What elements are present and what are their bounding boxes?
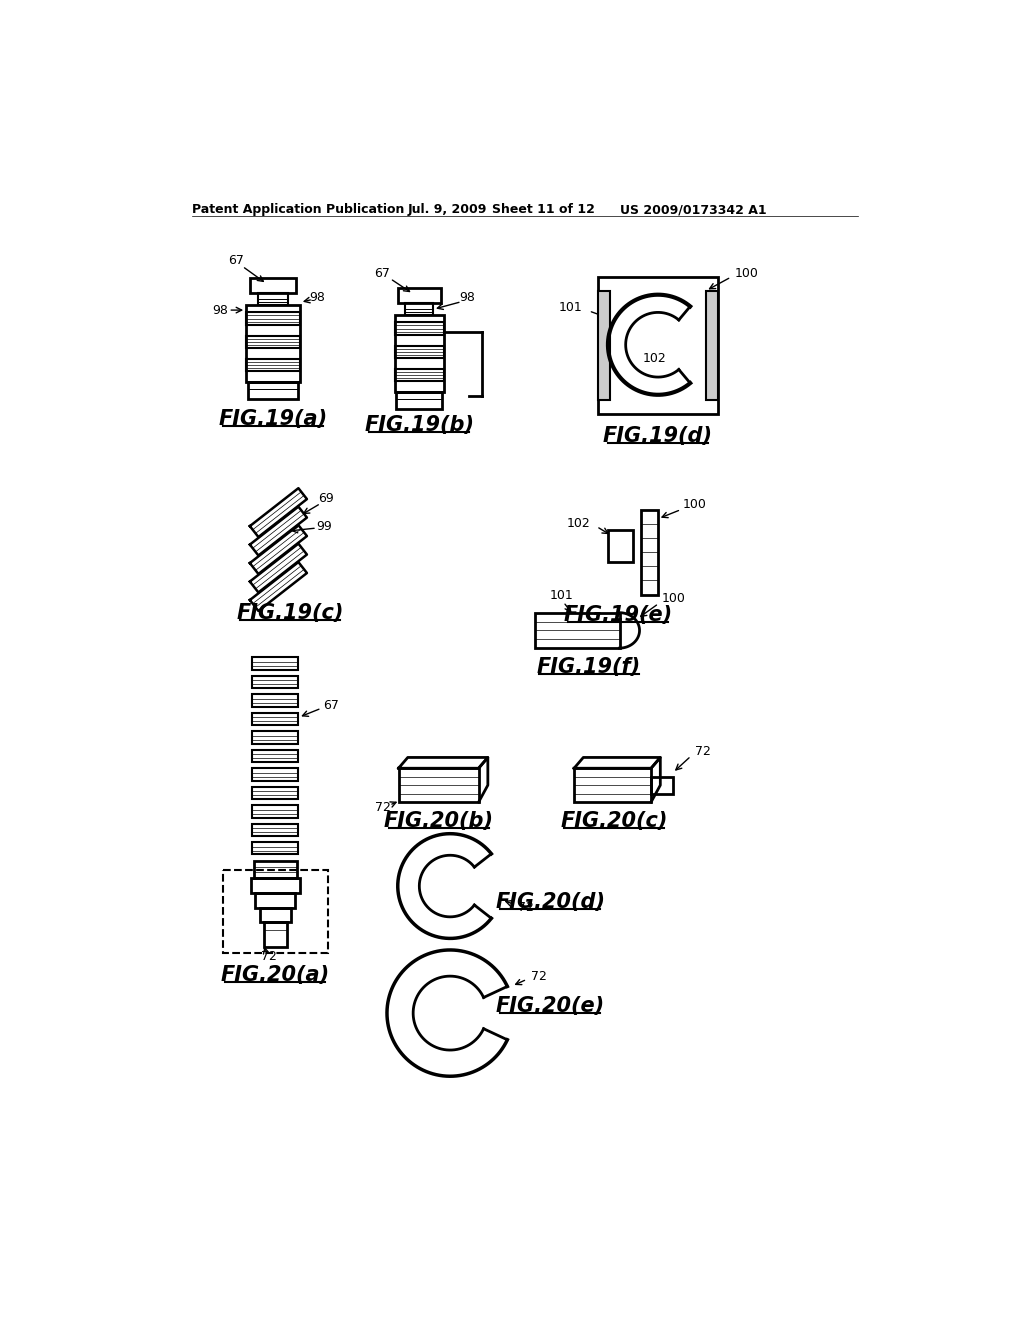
Bar (246, 305, 300, 381)
Text: FIG.20(b): FIG.20(b) (384, 812, 494, 832)
Bar (252, 657, 298, 669)
Text: 101: 101 (550, 589, 573, 602)
Text: Jul. 9, 2009: Jul. 9, 2009 (408, 203, 487, 216)
Text: FIG.20(c): FIG.20(c) (560, 812, 668, 832)
Text: FIG.19(a): FIG.19(a) (218, 409, 328, 429)
Text: 67: 67 (228, 255, 244, 268)
Bar (651, 777, 673, 795)
Bar (258, 293, 289, 305)
Bar (394, 346, 444, 358)
Bar (252, 676, 298, 688)
Text: 101: 101 (559, 301, 583, 314)
Text: 72: 72 (531, 970, 547, 982)
Bar (641, 511, 658, 595)
Text: 72: 72 (518, 902, 534, 915)
Text: 98: 98 (213, 304, 228, 317)
Text: FIG.20(d): FIG.20(d) (496, 892, 605, 912)
Bar (246, 313, 300, 325)
Bar (394, 314, 444, 392)
Bar (251, 878, 300, 892)
Text: 98: 98 (309, 290, 326, 304)
Bar (706, 290, 718, 400)
Bar (250, 277, 296, 293)
Text: FIG.20(a): FIG.20(a) (221, 965, 330, 985)
Text: 72: 72 (261, 950, 278, 964)
Bar (255, 892, 295, 908)
Bar (574, 768, 651, 803)
Bar (254, 861, 297, 878)
Text: US 2009/0173342 A1: US 2009/0173342 A1 (620, 203, 766, 216)
Text: 67: 67 (375, 268, 390, 280)
Bar (252, 768, 298, 780)
Bar (598, 290, 610, 400)
Bar (406, 304, 433, 314)
Text: 69: 69 (318, 492, 334, 506)
Bar (252, 731, 298, 743)
Bar (252, 805, 298, 817)
Bar (535, 612, 620, 648)
Bar (246, 359, 300, 371)
Text: FIG.19(c): FIG.19(c) (237, 603, 344, 623)
Text: 72: 72 (695, 744, 711, 758)
Bar (608, 529, 633, 562)
Text: FIG.19(e): FIG.19(e) (563, 605, 673, 624)
Text: 98: 98 (459, 290, 475, 304)
Text: 72: 72 (375, 801, 391, 814)
Bar (264, 923, 287, 946)
Text: 67: 67 (323, 698, 339, 711)
Text: FIG.20(e): FIG.20(e) (496, 997, 605, 1016)
Text: 100: 100 (683, 499, 707, 511)
Bar (252, 787, 298, 799)
Text: 100: 100 (735, 268, 759, 280)
Text: Patent Application Publication: Patent Application Publication (193, 203, 404, 216)
Bar (252, 750, 298, 762)
Bar (252, 824, 298, 836)
Bar (252, 713, 298, 725)
Text: 99: 99 (316, 520, 333, 533)
Bar (394, 368, 444, 381)
Bar (252, 694, 298, 706)
Text: 100: 100 (662, 593, 686, 606)
Bar (394, 322, 444, 335)
Bar (260, 908, 291, 923)
Text: FIG.19(b): FIG.19(b) (365, 414, 474, 434)
Bar (246, 335, 300, 348)
Bar (252, 842, 298, 854)
Text: 102: 102 (642, 352, 666, 366)
Bar (398, 768, 478, 803)
Text: FIG.19(d): FIG.19(d) (603, 425, 713, 446)
Bar (396, 392, 442, 409)
Bar (249, 381, 298, 399)
Text: Sheet 11 of 12: Sheet 11 of 12 (493, 203, 595, 216)
Bar (598, 277, 718, 414)
Bar (223, 870, 328, 953)
Text: FIG.19(f): FIG.19(f) (537, 657, 641, 677)
Text: 102: 102 (566, 517, 590, 529)
Bar (397, 288, 441, 304)
